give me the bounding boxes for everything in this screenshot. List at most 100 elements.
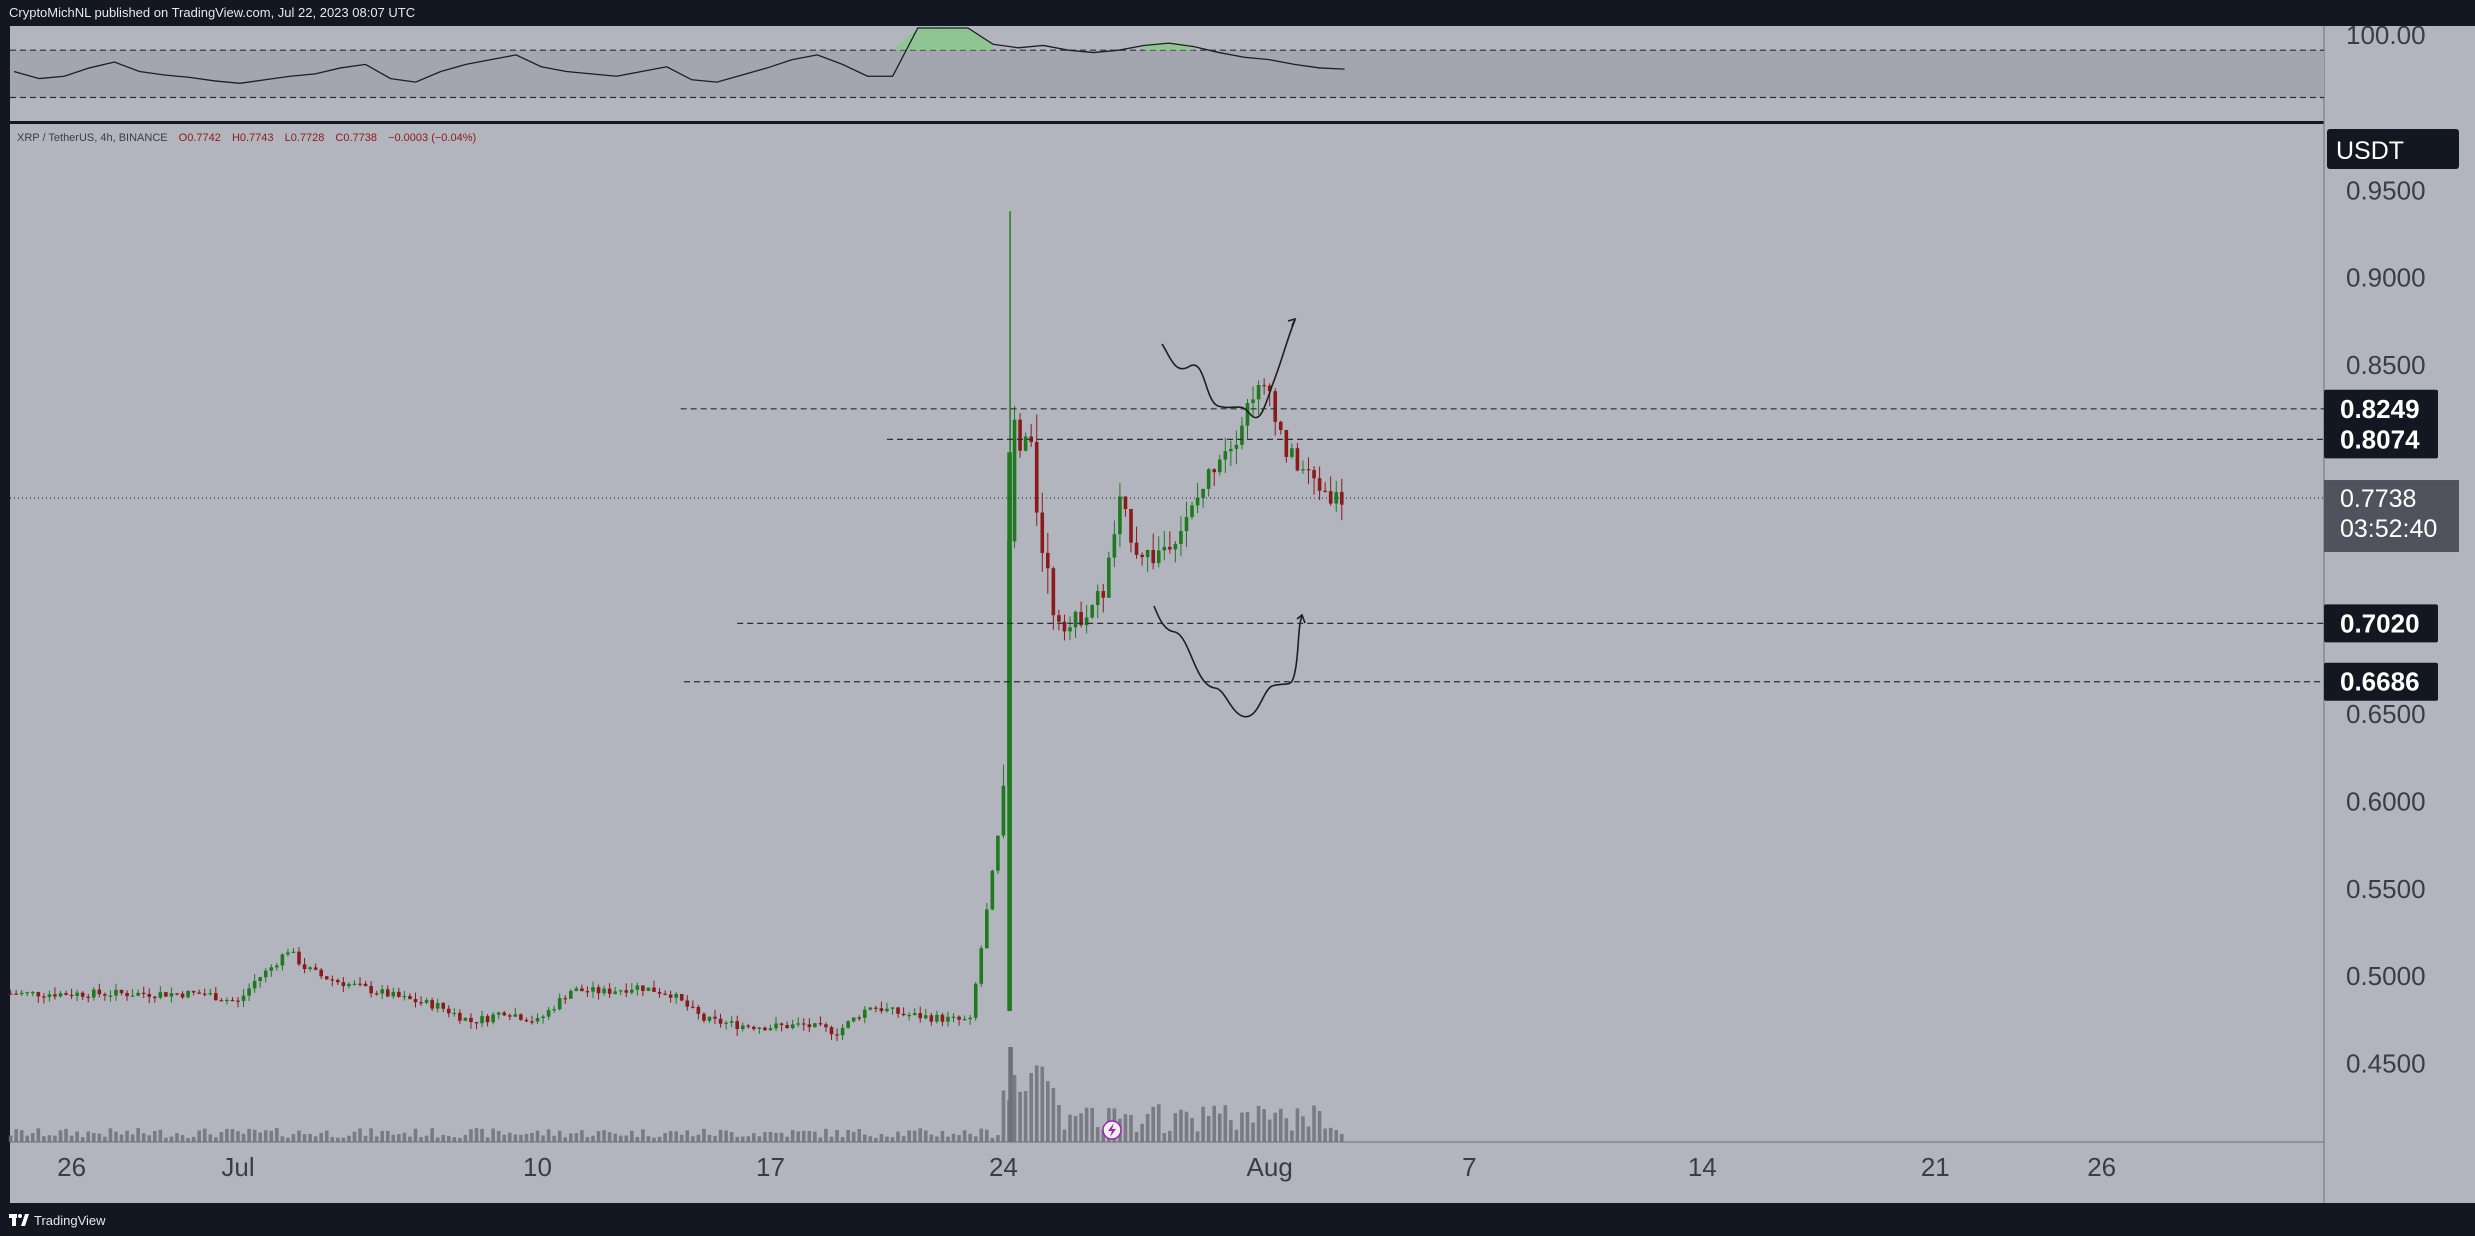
volume-bar — [874, 1137, 878, 1142]
candle-body — [984, 909, 989, 949]
currency-button-bg — [2327, 129, 2459, 169]
candle-body — [896, 1007, 900, 1014]
volume-bar — [996, 1135, 1000, 1142]
volume-bar — [713, 1135, 717, 1142]
volume-bar — [524, 1133, 529, 1142]
tradingview-logo-icon — [9, 1214, 29, 1226]
candle-body — [630, 989, 634, 993]
volume-bar — [818, 1137, 823, 1142]
candle-body — [1162, 546, 1167, 551]
candle-body — [1267, 385, 1272, 392]
level-badge-label: 0.6686 — [2340, 667, 2420, 697]
candle-body — [768, 1028, 773, 1031]
legend-open: O0.7742 — [179, 132, 221, 144]
candle-body — [358, 983, 362, 985]
volume-bar — [946, 1136, 950, 1142]
candle-body — [119, 989, 124, 994]
volume-bar — [1184, 1111, 1189, 1142]
volume-bar — [552, 1135, 556, 1142]
volume-bar — [480, 1128, 484, 1142]
volume-bar — [541, 1135, 545, 1142]
rsi-pane[interactable]: 100.00 — [10, 26, 2426, 99]
volume-bar — [14, 1129, 18, 1142]
volume-bar — [58, 1130, 63, 1142]
bullish-projection-path — [1161, 319, 1296, 419]
volume-bar — [846, 1129, 850, 1142]
candle-body — [169, 993, 174, 997]
candle-body — [247, 988, 251, 996]
volume-bar — [1262, 1109, 1266, 1142]
price-tick-label: 0.5000 — [2346, 961, 2426, 991]
volume-bar — [957, 1135, 961, 1142]
volume-bar — [585, 1137, 590, 1142]
volume-bar — [1073, 1115, 1078, 1142]
volume-bar — [779, 1132, 784, 1142]
volume-bar — [1145, 1113, 1150, 1142]
volume-bar — [458, 1137, 462, 1142]
legend-high: H0.7743 — [232, 132, 274, 144]
chart-area[interactable]: 100.00 XRP / TetherUS, 4h, BINANCE O0.77… — [0, 26, 2475, 1203]
current-price-badge: 0.7738 03:52:40 — [2324, 480, 2459, 553]
candle-body — [252, 980, 257, 989]
candle-body — [1273, 391, 1278, 422]
candle-body — [1262, 384, 1266, 387]
candle-body — [1339, 492, 1344, 505]
candle-body — [458, 1012, 462, 1021]
candle-body — [923, 1015, 928, 1019]
candle-body — [574, 988, 579, 991]
volume-bar — [419, 1137, 423, 1142]
volume-bar — [918, 1128, 923, 1142]
candle-body — [291, 951, 296, 953]
candle-body — [568, 990, 573, 999]
volume-bar — [1251, 1122, 1255, 1142]
volume-bar — [413, 1128, 418, 1142]
symbol-legend[interactable]: XRP / TetherUS, 4h, BINANCE O0.7742 H0.7… — [17, 132, 476, 144]
volume-bar — [1046, 1081, 1050, 1142]
volume-bar — [502, 1134, 507, 1142]
candle-body — [513, 1014, 518, 1017]
lightning-icon[interactable] — [1102, 1120, 1122, 1140]
volume-bar — [313, 1136, 318, 1142]
candle-body — [1051, 568, 1056, 616]
candle-body — [796, 1023, 801, 1025]
candle-body — [979, 948, 984, 984]
volume-bar — [796, 1131, 801, 1142]
volume-bar — [984, 1129, 989, 1142]
candle-body — [541, 1016, 545, 1019]
rsi-overbought-segment — [892, 28, 918, 51]
candle-body — [380, 989, 385, 994]
volume-bar — [785, 1136, 789, 1142]
candle-body — [724, 1022, 728, 1024]
candle-body — [413, 999, 418, 1003]
volume-bar — [214, 1137, 218, 1142]
candle-body — [519, 1014, 523, 1020]
candle-body — [336, 979, 340, 983]
candle-body — [1129, 508, 1133, 543]
volume-bar — [657, 1136, 662, 1142]
volume-bar — [141, 1133, 146, 1142]
volume-bar — [1217, 1113, 1222, 1142]
svg-text:XRP / TetherUS, 4h, BINANCE: XRP / TetherUS, 4h, BINANCE O0.7742 H0.7… — [17, 132, 476, 144]
candle-body — [114, 989, 118, 996]
volume-bar — [119, 1134, 124, 1142]
candle-body — [219, 1000, 224, 1002]
volume-bar — [275, 1128, 279, 1142]
volume-bar — [790, 1130, 795, 1142]
volume-bar — [557, 1130, 562, 1142]
volume-bar — [385, 1130, 390, 1142]
level-badge-label: 0.8074 — [2340, 424, 2420, 454]
price-axis-ticks: 0.4500 0.5000 0.5500 0.6000 0.6500 0.8500 0.90… — [2346, 175, 2426, 1078]
volume-bar — [1057, 1105, 1061, 1142]
volume-bar — [1079, 1113, 1083, 1142]
candle-body — [946, 1016, 950, 1022]
tradingview-logo[interactable]: TradingView — [9, 1212, 106, 1228]
volume-bar — [1156, 1104, 1161, 1142]
volume-bar — [1062, 1129, 1067, 1142]
price-tick-label: 0.9000 — [2346, 263, 2426, 293]
volume-bar — [180, 1135, 185, 1142]
volume-bar — [1334, 1130, 1339, 1142]
price-tick-label: 0.5500 — [2346, 874, 2426, 904]
candle-body — [679, 994, 684, 1001]
currency-button[interactable]: USDT — [2327, 129, 2459, 169]
candle-body — [613, 991, 617, 994]
